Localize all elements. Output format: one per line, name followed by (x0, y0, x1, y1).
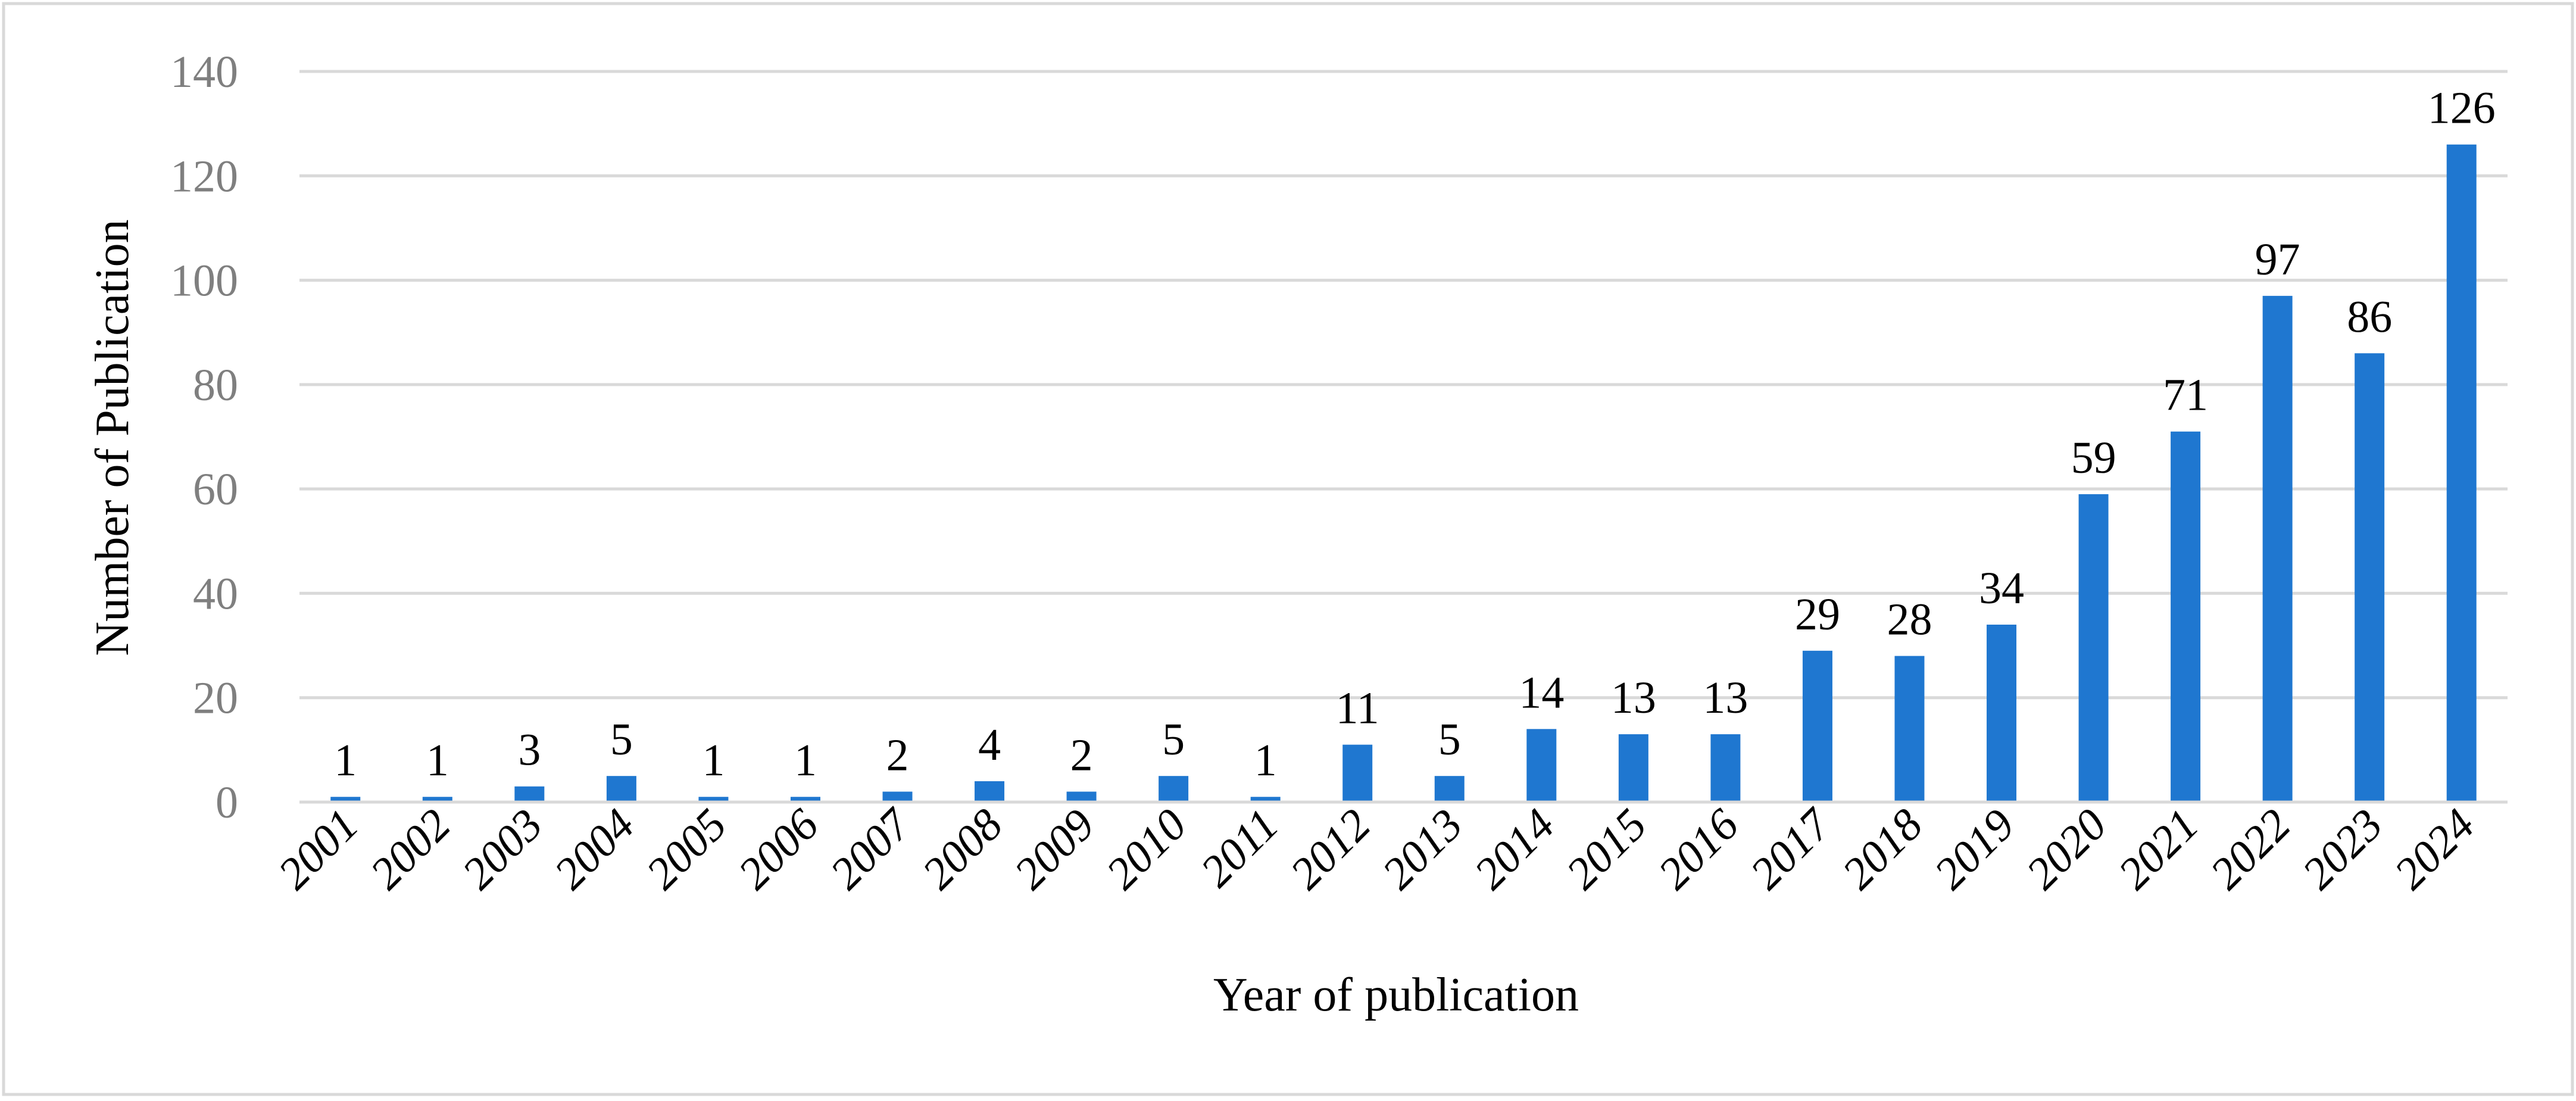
bar (422, 797, 452, 802)
bar (1894, 656, 1925, 802)
data-label: 59 (2071, 433, 2116, 483)
data-label: 4 (978, 720, 1001, 770)
bar (882, 791, 913, 802)
bar (1159, 776, 1189, 802)
data-label: 29 (1795, 590, 1840, 640)
bar (1066, 791, 1097, 802)
y-tick-label: 100 (170, 256, 238, 306)
data-label: 11 (1336, 684, 1379, 734)
bar (1250, 797, 1281, 802)
bar (1710, 734, 1741, 802)
bar (2171, 431, 2201, 802)
data-label: 5 (1438, 715, 1461, 765)
bars (330, 144, 2477, 803)
bar (1802, 650, 1832, 802)
y-tick-label: 20 (193, 673, 238, 723)
data-label: 1 (1254, 735, 1277, 785)
bar (1526, 729, 1557, 802)
y-tick-label: 60 (193, 464, 238, 514)
bar (2262, 295, 2293, 803)
bar (2446, 144, 2477, 803)
bar (790, 797, 820, 802)
data-label: 34 (1979, 563, 2024, 613)
bar (606, 776, 636, 802)
data-label: 1 (426, 735, 449, 785)
data-label: 2 (886, 730, 909, 780)
data-label: 97 (2255, 235, 2300, 285)
gridlines (299, 70, 2508, 700)
data-label: 2 (1070, 730, 1093, 780)
bar (514, 786, 545, 802)
bar (698, 797, 729, 802)
bar (1618, 734, 1648, 802)
bar (1434, 776, 1465, 802)
bar (2078, 494, 2109, 802)
data-label: 1 (794, 735, 817, 785)
data-label: 13 (1611, 673, 1656, 723)
data-label: 3 (518, 725, 541, 775)
bar (330, 797, 361, 802)
bar (1987, 625, 2017, 802)
data-label: 1 (334, 735, 357, 785)
data-label: 86 (2347, 292, 2392, 342)
y-tick-label: 0 (216, 778, 238, 828)
data-label: 13 (1703, 673, 1748, 723)
bar (2355, 353, 2385, 802)
data-label: 28 (1887, 595, 1932, 645)
data-label: 5 (1162, 715, 1185, 765)
data-label: 71 (2163, 370, 2208, 420)
data-label: 1 (702, 735, 725, 785)
y-axis-title: Number of Publication (86, 219, 139, 656)
bar (1342, 744, 1373, 802)
data-label: 5 (610, 715, 633, 765)
y-tick-label: 140 (170, 47, 238, 97)
bar (975, 781, 1005, 802)
y-tick-label: 80 (193, 360, 238, 410)
data-label: 126 (2428, 83, 2496, 133)
y-tick-label: 40 (193, 569, 238, 619)
y-tick-label: 120 (170, 151, 238, 201)
data-label: 14 (1519, 668, 1564, 718)
x-axis-title: Year of publication (1213, 969, 1579, 1021)
